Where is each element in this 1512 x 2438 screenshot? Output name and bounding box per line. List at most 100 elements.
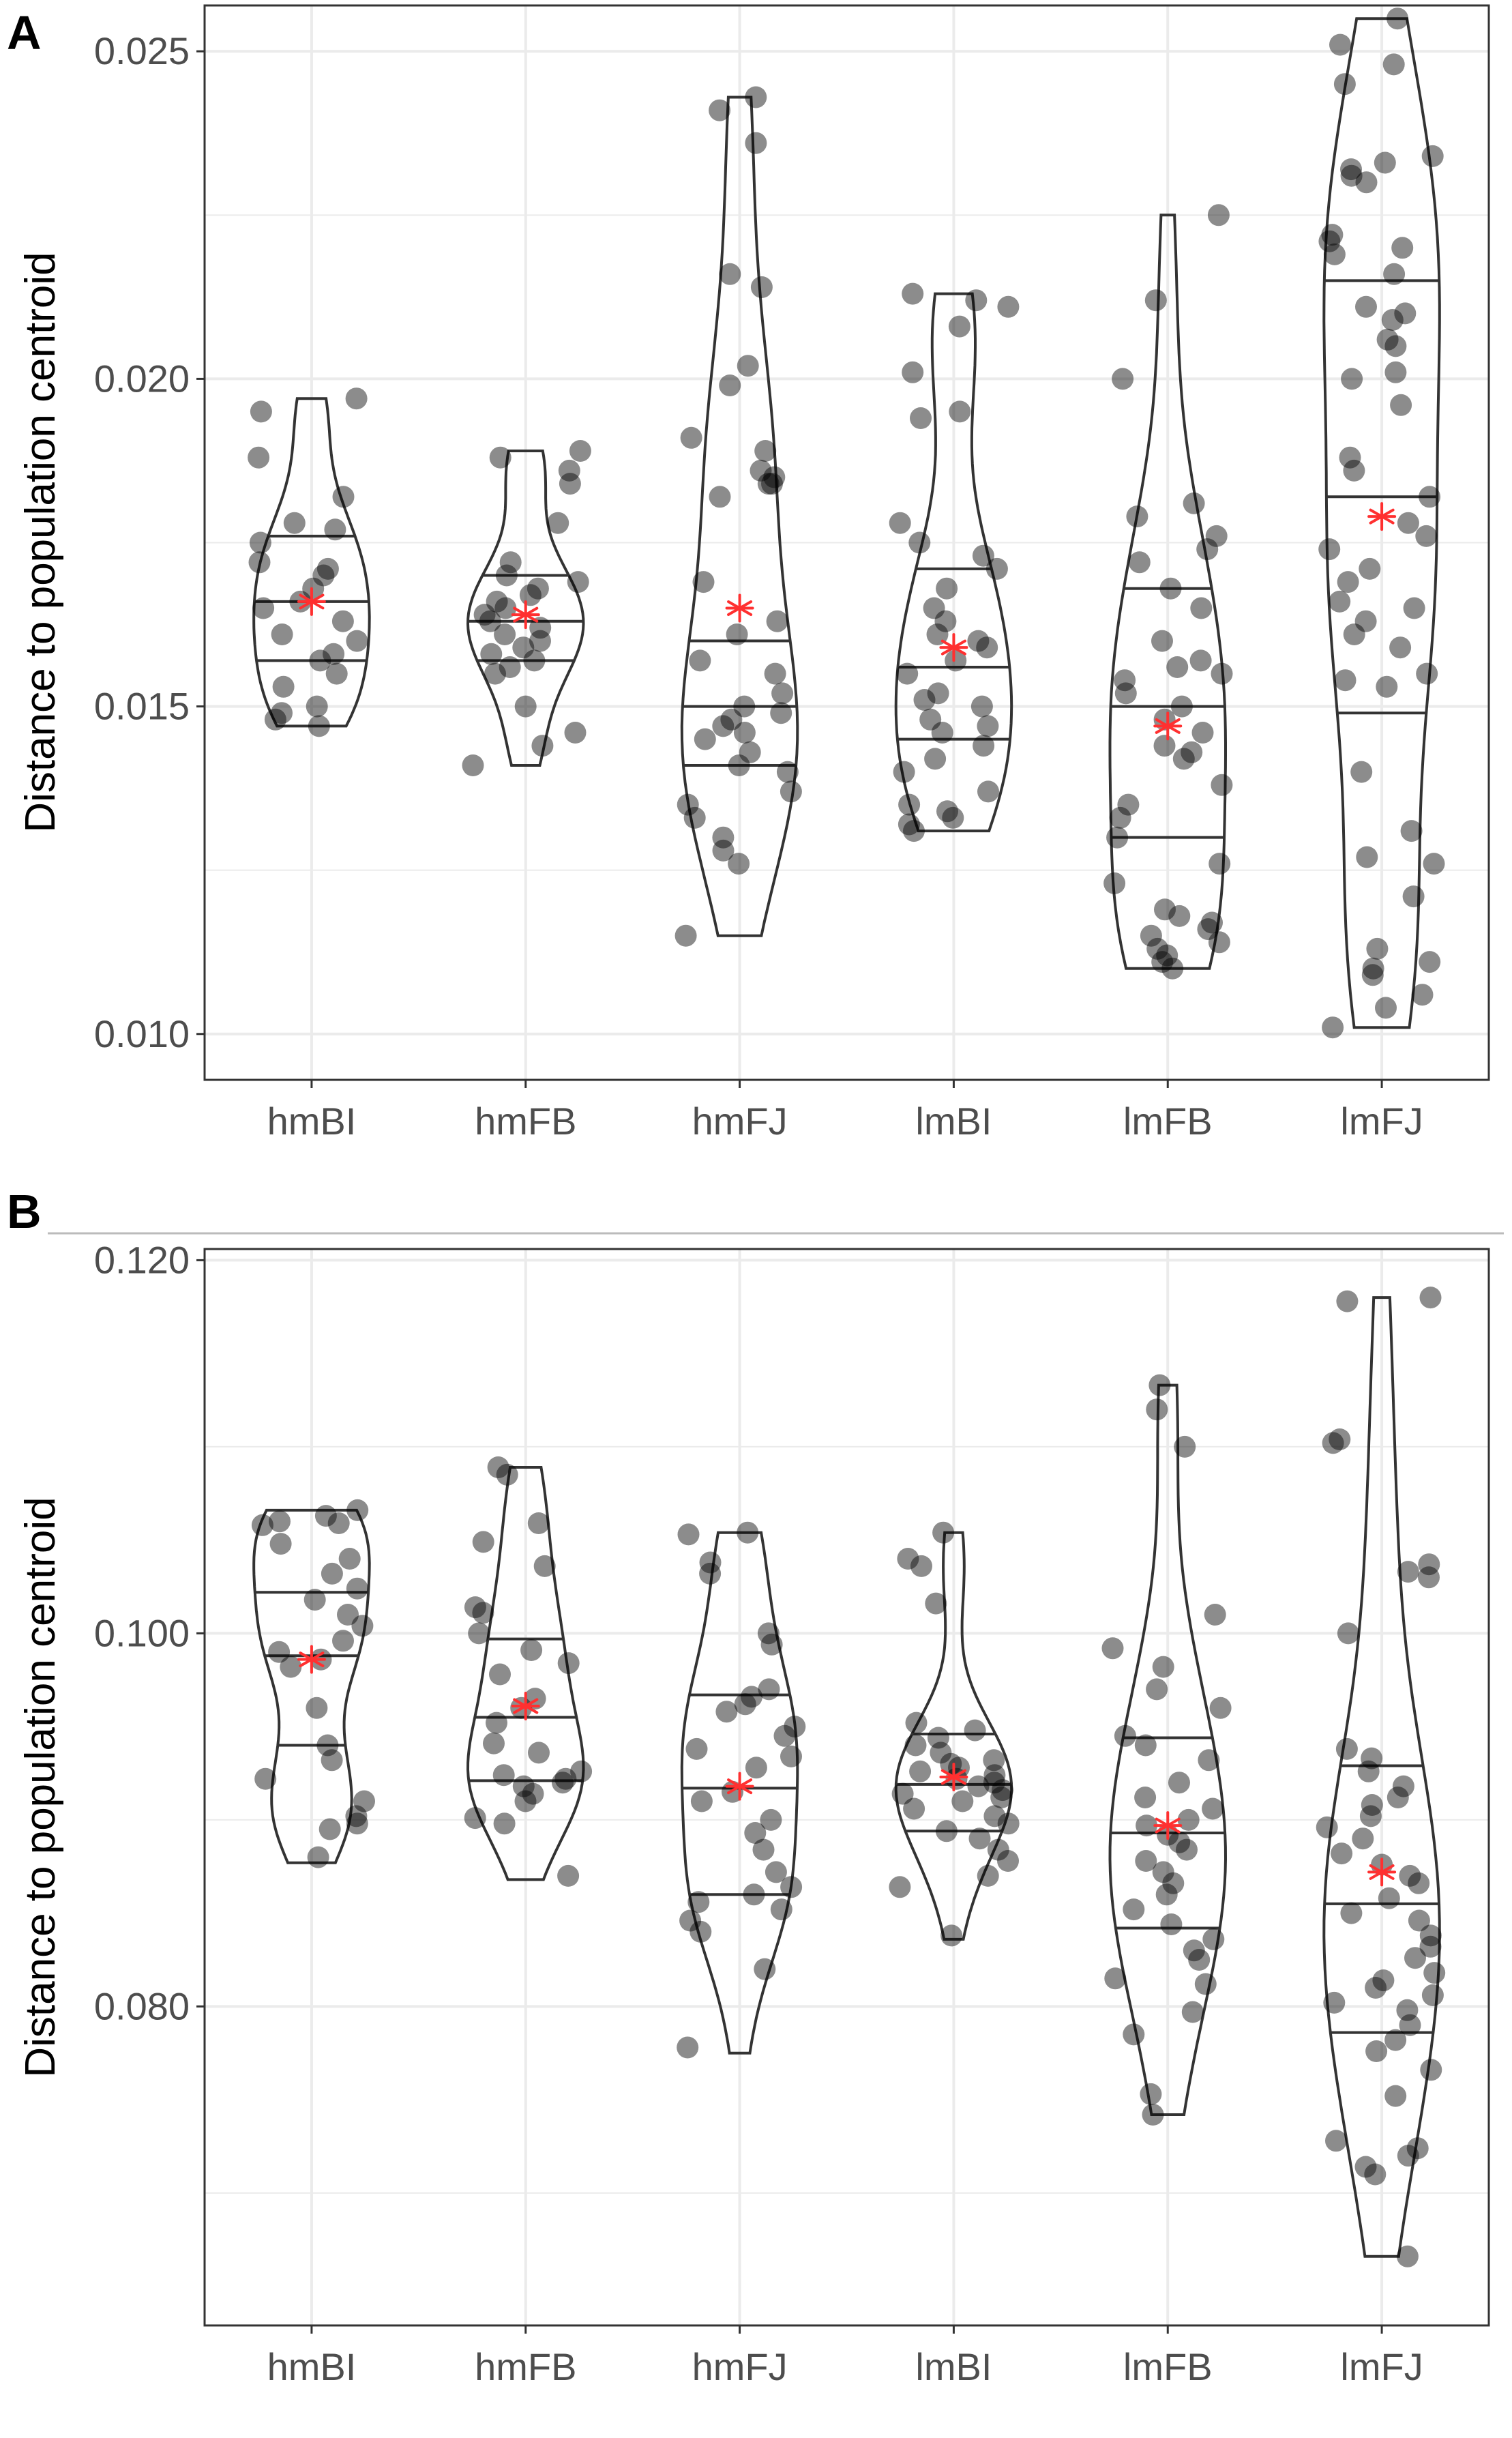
data-point-hmFB: [512, 1775, 535, 1797]
data-point-lmFB: [1114, 682, 1137, 705]
panel-border: [203, 1248, 1490, 2327]
data-point-lmBI: [992, 1779, 1013, 1802]
data-point-lmFJ: [1404, 1947, 1426, 1969]
data-point-hmBI: [351, 1615, 374, 1637]
data-point-hmFJ: [773, 1724, 796, 1747]
data-point-lmBI: [983, 1805, 1006, 1827]
data-point-lmFB: [1188, 1949, 1211, 1971]
data-point-hmFJ: [780, 1876, 803, 1898]
data-point-lmBI: [889, 512, 911, 534]
data-point-lmFJ: [1375, 997, 1397, 1019]
data-point-hmBI: [250, 400, 272, 423]
data-point-lmFJ: [1372, 1969, 1395, 1992]
data-point-lmBI: [930, 1742, 952, 1764]
data-point-hmFB: [557, 1652, 580, 1675]
data-point-lmFJ: [1355, 171, 1378, 194]
data-point-lmFJ: [1399, 1864, 1421, 1887]
data-point-lmBI: [940, 1924, 963, 1947]
data-point-lmFJ: [1340, 158, 1362, 181]
data-point-hmFB: [559, 473, 581, 495]
data-point-lmFJ: [1361, 1747, 1383, 1769]
data-point-hmBI: [314, 1505, 337, 1527]
data-point-lmFJ: [1419, 486, 1441, 508]
data-point-lmFJ: [1325, 2130, 1347, 2152]
data-point-lmBI: [976, 636, 998, 659]
data-point-hmFJ: [745, 1757, 767, 1779]
data-point-hmFJ: [760, 1808, 782, 1831]
data-point-lmBI: [889, 1876, 911, 1898]
data-point-hmFJ: [754, 440, 777, 462]
data-point-lmFB: [1156, 944, 1179, 967]
data-point-lmFJ: [1402, 885, 1425, 908]
data-point-hmFJ: [784, 1716, 806, 1738]
data-point-lmFB: [1198, 1749, 1220, 1772]
data-point-hmFB: [554, 1767, 577, 1790]
data-point-hmBI: [324, 518, 346, 541]
data-point-lmBI: [893, 761, 915, 783]
data-point-lmFJ: [1354, 2156, 1377, 2178]
data-point-lmBI: [910, 407, 932, 429]
data-point-lmFJ: [1357, 1760, 1380, 1782]
data-point-hmFB: [472, 1602, 494, 1624]
data-point-lmFJ: [1329, 1428, 1351, 1450]
data-point-lmFJ: [1329, 590, 1351, 613]
data-point-lmFB: [1202, 1928, 1225, 1950]
data-point-lmFB: [1103, 872, 1126, 894]
data-point-lmFB: [1201, 911, 1223, 934]
data-point-hmFB: [494, 597, 517, 619]
data-point-lmBI: [927, 1727, 949, 1749]
data-point-lmFB: [1123, 2023, 1145, 2046]
data-point-hmBI: [283, 512, 306, 534]
violin-hmFB: [466, 450, 585, 767]
data-point-hmBI: [318, 1818, 341, 1840]
data-point-lmBI: [945, 649, 967, 672]
data-point-lmFJ: [1343, 459, 1365, 482]
data-point-lmFJ: [1418, 1566, 1440, 1589]
data-point-lmBI: [990, 1787, 1013, 1808]
data-point-hmFJ: [745, 86, 767, 108]
data-point-lmFJ: [1389, 636, 1412, 659]
data-point-lmBI: [983, 1772, 1005, 1794]
data-point-hmBI: [306, 1697, 328, 1719]
data-point-hmFJ: [766, 610, 788, 632]
data-point-lmFJ: [1374, 151, 1396, 174]
data-point-lmFJ: [1400, 820, 1423, 842]
data-point-hmFJ: [760, 1633, 783, 1656]
data-point-hmFJ: [776, 761, 799, 783]
data-point-lmFJ: [1318, 538, 1341, 561]
data-point-lmFJ: [1340, 1902, 1363, 1924]
data-point-hmFB: [462, 754, 484, 776]
data-point-hmFJ: [737, 355, 759, 377]
data-point-lmFB: [1146, 937, 1169, 960]
data-point-hmFJ: [699, 1562, 722, 1585]
data-point-hmFJ: [719, 263, 741, 285]
data-point-lmFB: [1159, 577, 1182, 600]
data-point-hmFB: [529, 617, 552, 639]
data-point-lmFJ: [1408, 1872, 1430, 1894]
data-point-hmFB: [558, 459, 580, 482]
data-point-hmFJ: [712, 715, 735, 737]
violin-hmFJ: [680, 96, 799, 937]
data-point-hmFJ: [761, 473, 783, 495]
data-point-hmFJ: [719, 374, 741, 396]
data-point-lmBI: [949, 400, 971, 423]
data-point-hmBI: [271, 623, 293, 645]
y-tick-label: 0.025: [94, 29, 190, 72]
data-point-hmBI: [269, 1533, 292, 1555]
data-point-lmFJ: [1340, 164, 1363, 187]
data-point-hmFB: [564, 722, 587, 744]
data-point-hmBI: [272, 675, 295, 698]
x-tick-label: hmFJ: [692, 2345, 788, 2388]
data-point-hmFJ: [770, 1898, 792, 1921]
data-point-lmFB: [1154, 898, 1176, 921]
violin-lmFB: [1108, 1383, 1228, 2116]
data-point-lmBI: [964, 1719, 986, 1742]
data-point-hmBI: [331, 610, 354, 632]
data-point-lmFB: [1172, 748, 1195, 770]
violin-lmFJ: [1322, 1296, 1441, 2258]
data-point-lmFJ: [1364, 2163, 1387, 2186]
data-point-hmFB: [493, 1812, 516, 1835]
data-point-lmFB: [1207, 204, 1230, 226]
data-point-lmFB: [1126, 505, 1148, 528]
data-point-hmBI: [252, 597, 275, 619]
